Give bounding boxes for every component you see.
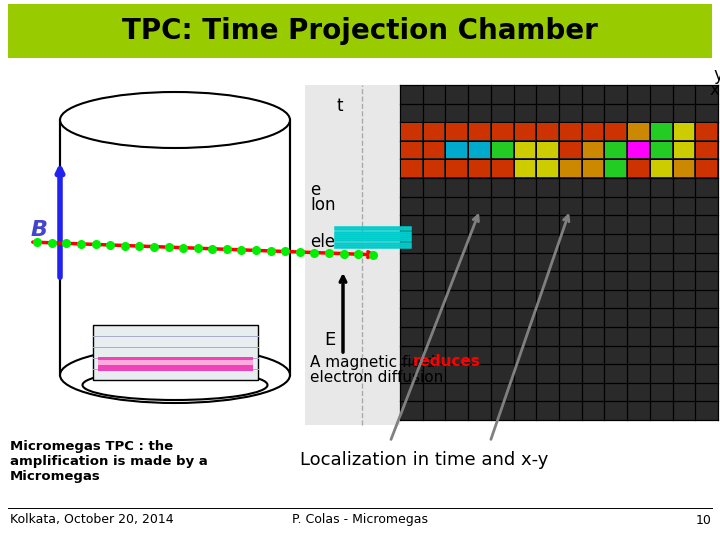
Bar (651, 160, 672, 177)
Bar (446, 142, 467, 158)
Bar (560, 123, 581, 140)
Bar (60, 120, 290, 375)
Text: E: E (325, 331, 336, 349)
Bar (446, 123, 467, 140)
Text: A magnetic field: A magnetic field (310, 354, 440, 369)
Text: TPC: Time Projection Chamber: TPC: Time Projection Chamber (122, 17, 598, 45)
Ellipse shape (60, 347, 290, 403)
Text: 10: 10 (696, 514, 712, 526)
Ellipse shape (83, 370, 268, 400)
Bar (92, 325, 258, 380)
Bar (305, 85, 400, 425)
Bar (628, 160, 649, 177)
Bar (537, 160, 558, 177)
Bar (696, 123, 717, 140)
Text: y: y (713, 66, 720, 84)
Bar (582, 123, 603, 140)
Bar (446, 160, 467, 177)
Ellipse shape (60, 92, 290, 148)
Bar (606, 123, 626, 140)
Bar (492, 160, 513, 177)
Bar (515, 160, 535, 177)
Bar (674, 160, 694, 177)
Bar (674, 123, 694, 140)
Text: Ion: Ion (310, 196, 336, 214)
Bar (469, 142, 490, 158)
Text: reduces: reduces (413, 354, 481, 369)
Bar (469, 123, 490, 140)
Text: P. Colas - Micromegas: P. Colas - Micromegas (292, 514, 428, 526)
Bar (492, 123, 513, 140)
Bar (560, 142, 581, 158)
Bar (582, 142, 603, 158)
Bar (515, 142, 535, 158)
Bar (492, 142, 513, 158)
Text: x: x (710, 81, 720, 99)
Bar (628, 142, 649, 158)
Bar (423, 160, 444, 177)
Bar (97, 357, 253, 371)
Bar (401, 142, 422, 158)
Bar (401, 160, 422, 177)
Bar (628, 123, 649, 140)
Text: t: t (337, 97, 343, 115)
Bar (515, 123, 535, 140)
Bar (423, 142, 444, 158)
Bar (423, 123, 444, 140)
Bar (674, 142, 694, 158)
Bar (560, 160, 581, 177)
Bar (651, 123, 672, 140)
Bar (401, 123, 422, 140)
Bar (606, 142, 626, 158)
Bar (651, 142, 672, 158)
Bar (400, 85, 718, 420)
Bar (537, 123, 558, 140)
Bar (696, 142, 717, 158)
Bar (606, 160, 626, 177)
Text: Kolkata, October 20, 2014: Kolkata, October 20, 2014 (10, 514, 174, 526)
Bar (8, 4, 712, 58)
Bar (537, 142, 558, 158)
Bar (469, 160, 490, 177)
Text: e: e (310, 181, 320, 199)
Bar (582, 160, 603, 177)
Bar (696, 160, 717, 177)
Text: ele: ele (310, 233, 335, 251)
Bar (97, 360, 253, 365)
Text: electron diffusion: electron diffusion (310, 369, 444, 384)
Text: B: B (31, 220, 48, 240)
Text: Localization in time and x-y: Localization in time and x-y (300, 451, 549, 469)
Text: Micromegas TPC : the
amplification is made by a
Micromegas: Micromegas TPC : the amplification is ma… (10, 440, 208, 483)
